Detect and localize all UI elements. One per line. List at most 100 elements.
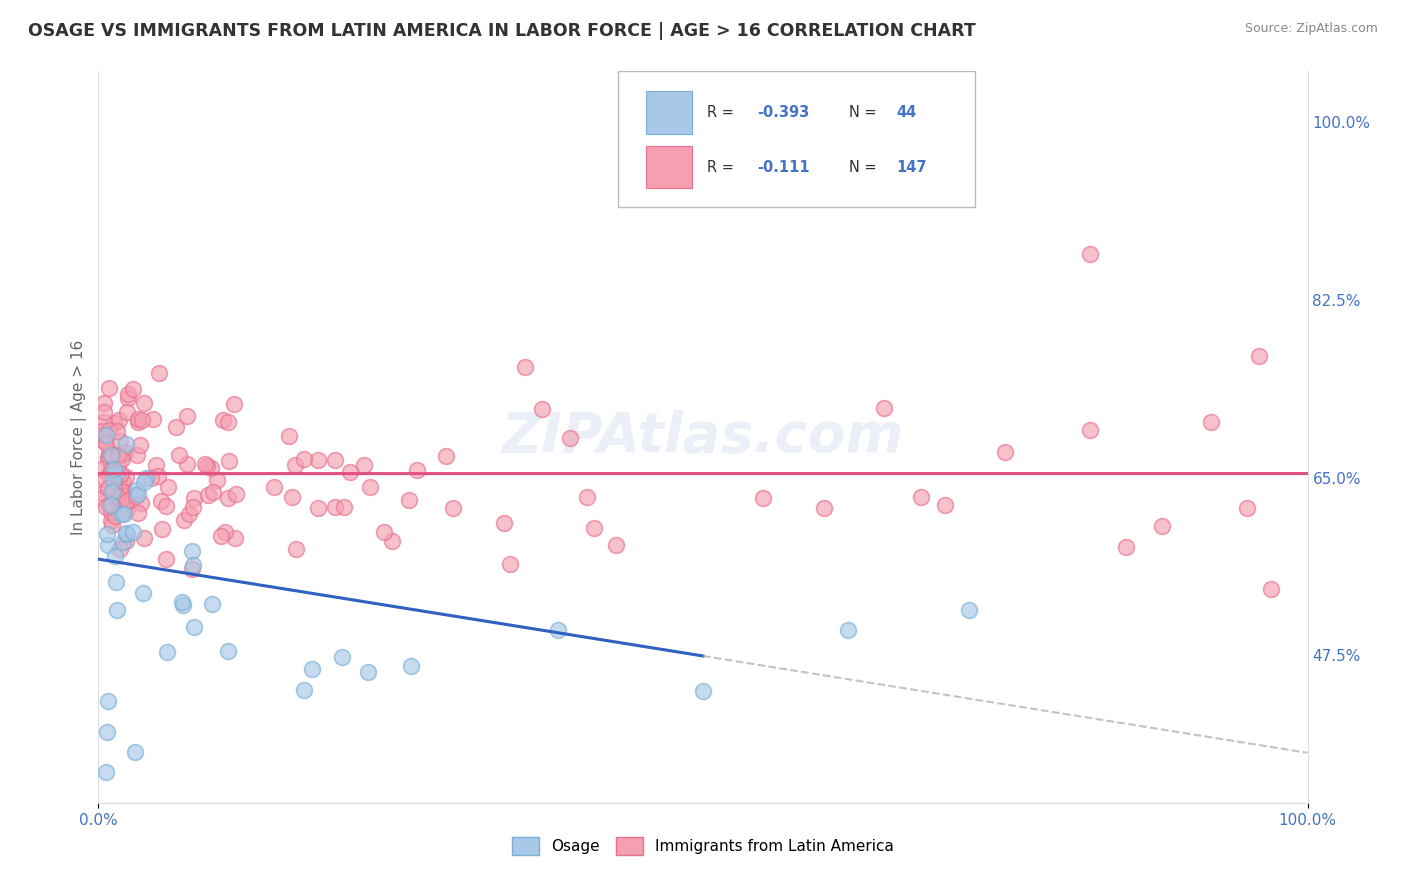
Point (117, 501, 139, 516)
Point (122, 524, 145, 539)
Point (97, 538, 120, 552)
Point (93, 395, 115, 409)
Point (110, 507, 132, 521)
Point (141, 470, 163, 484)
Point (330, 649, 353, 664)
Point (93, 415, 115, 429)
Text: 147: 147 (897, 160, 927, 175)
Point (108, 434, 131, 449)
Point (1078, 423, 1101, 437)
Point (91, 491, 114, 505)
Point (134, 531, 156, 545)
Point (93, 472, 115, 486)
Point (307, 453, 329, 467)
Point (441, 500, 464, 515)
Point (96, 724, 118, 739)
Point (104, 465, 127, 479)
Point (124, 745, 146, 759)
Point (173, 513, 195, 527)
Text: Source: ZipAtlas.com: Source: ZipAtlas.com (1244, 22, 1378, 36)
Point (752, 491, 775, 505)
Point (97, 452, 120, 467)
Point (359, 480, 381, 494)
Point (111, 447, 134, 461)
Point (111, 452, 134, 467)
Point (195, 459, 218, 474)
Point (398, 492, 420, 507)
Point (132, 586, 155, 600)
Point (183, 491, 205, 505)
Point (181, 562, 204, 576)
Point (278, 429, 301, 443)
Point (135, 471, 157, 485)
Point (108, 467, 131, 481)
Text: -0.111: -0.111 (758, 160, 810, 175)
Point (301, 661, 323, 675)
Point (994, 444, 1017, 458)
Point (117, 405, 139, 419)
Point (285, 541, 308, 556)
Text: ZIPAtlas.com: ZIPAtlas.com (502, 410, 904, 464)
Point (112, 485, 135, 500)
Point (114, 489, 136, 503)
Point (93, 434, 115, 448)
Point (325, 453, 347, 467)
Point (1152, 519, 1174, 533)
Bar (647, 91, 692, 134)
Point (94, 500, 117, 514)
Point (181, 500, 204, 514)
Point (100, 463, 122, 477)
Point (179, 507, 201, 521)
Point (165, 419, 187, 434)
Point (105, 424, 128, 438)
Point (105, 489, 128, 503)
Point (105, 602, 128, 616)
Point (91, 428, 114, 442)
Point (108, 481, 131, 495)
Point (117, 527, 139, 541)
Text: N =: N = (849, 160, 882, 175)
Point (200, 597, 222, 611)
Point (155, 645, 177, 659)
Point (813, 501, 835, 516)
Point (224, 396, 246, 410)
Point (934, 498, 956, 512)
Point (101, 449, 124, 463)
Legend: Osage, Immigrants from Latin America: Osage, Immigrants from Latin America (506, 831, 900, 861)
Point (284, 458, 307, 473)
Point (127, 448, 149, 462)
Point (103, 483, 125, 497)
Point (225, 487, 247, 501)
Point (103, 462, 125, 476)
Point (127, 415, 149, 429)
Point (172, 598, 194, 612)
Point (98, 500, 121, 514)
Point (157, 480, 180, 494)
Point (150, 521, 173, 535)
Point (558, 431, 581, 445)
Point (100, 448, 122, 462)
Point (127, 487, 149, 501)
Point (212, 412, 235, 426)
Point (200, 461, 222, 475)
Point (111, 475, 134, 490)
Point (107, 448, 129, 462)
Point (1249, 349, 1271, 363)
Point (96, 527, 118, 541)
Point (150, 494, 173, 508)
Point (155, 500, 177, 514)
Point (94, 428, 117, 442)
Point (132, 396, 155, 410)
Point (292, 452, 315, 467)
Point (114, 525, 136, 540)
Point (399, 659, 422, 673)
Point (91, 424, 114, 438)
Point (98, 381, 121, 395)
Point (131, 496, 153, 510)
Point (100, 514, 122, 528)
Point (333, 500, 356, 514)
Point (111, 535, 134, 549)
Point (224, 531, 246, 545)
Y-axis label: In Labor Force | Age > 16: In Labor Force | Age > 16 (72, 340, 87, 534)
Point (373, 525, 395, 540)
